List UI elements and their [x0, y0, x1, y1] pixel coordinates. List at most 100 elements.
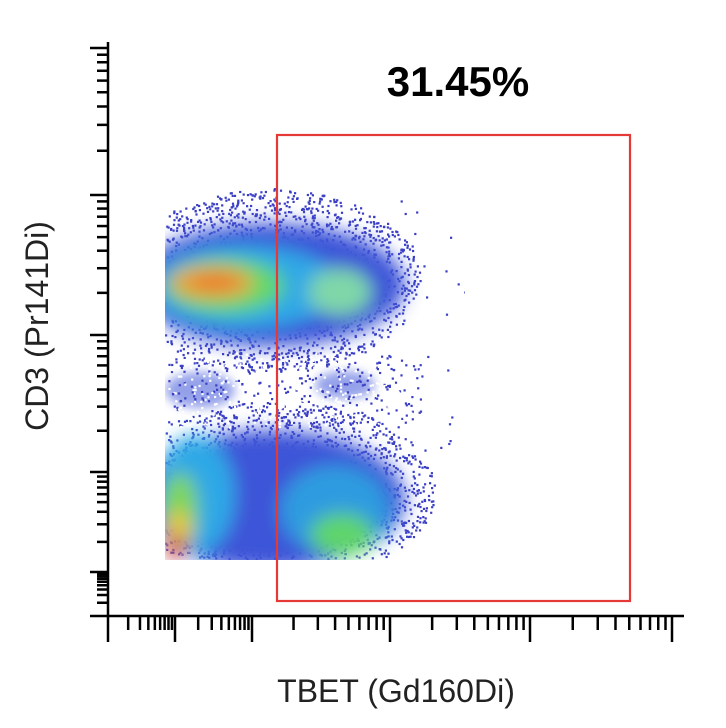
event-dot [213, 223, 216, 226]
event-dot [432, 500, 435, 503]
event-dot [268, 347, 271, 350]
event-dot [353, 430, 356, 433]
event-dot [351, 231, 354, 234]
event-dot [341, 367, 344, 370]
event-dot [189, 424, 192, 427]
event-dot [280, 221, 283, 224]
event-dot [264, 215, 267, 218]
event-dot [290, 355, 293, 358]
event-dot [358, 434, 361, 437]
event-dot [404, 243, 407, 246]
event-dot [421, 423, 424, 426]
event-dot [350, 396, 353, 399]
event-dot [410, 484, 413, 487]
event-dot [224, 365, 227, 368]
event-dot [370, 402, 373, 405]
event-dot [210, 429, 213, 433]
event-dot [394, 381, 398, 384]
event-dot [395, 540, 398, 543]
event-dot [306, 193, 309, 197]
event-dot [176, 227, 179, 230]
event-dot [417, 283, 420, 286]
event-dot [231, 202, 235, 205]
y-axis-label: CD3 (Pr141Di) [19, 221, 55, 431]
event-dot [183, 226, 186, 229]
event-dot [196, 204, 199, 207]
event-dot [321, 390, 324, 393]
event-dot [179, 424, 182, 427]
event-dot [391, 438, 394, 441]
event-dot [377, 422, 380, 426]
event-dot [229, 420, 232, 423]
event-dot [273, 212, 276, 215]
event-dot [272, 357, 275, 361]
event-dot [310, 192, 313, 195]
event-dot [272, 204, 275, 207]
event-dot [428, 499, 431, 502]
event-dot [402, 323, 405, 326]
event-dot [250, 204, 253, 208]
event-dot [349, 381, 352, 384]
event-dot [403, 524, 406, 527]
event-dot [233, 405, 237, 409]
event-dot [404, 402, 407, 405]
event-dot [337, 424, 340, 428]
event-dot [269, 392, 272, 395]
event-dot [259, 421, 263, 424]
event-dot [255, 419, 258, 422]
event-dot [296, 353, 299, 356]
event-dot [348, 438, 351, 441]
event-dot [399, 470, 402, 473]
event-dot [226, 367, 229, 370]
event-dot [285, 425, 288, 428]
event-dot [278, 202, 281, 205]
event-dot [316, 222, 319, 225]
event-dot [223, 422, 227, 425]
event-dot [191, 378, 194, 381]
event-dot [176, 329, 179, 332]
event-dot [194, 210, 197, 213]
event-dot [197, 364, 201, 367]
event-dot [378, 374, 381, 377]
event-dot [417, 504, 420, 507]
event-dot [306, 369, 310, 372]
event-dot [334, 399, 337, 402]
event-dot [340, 390, 343, 393]
event-dot [315, 390, 319, 393]
outlier-dot [445, 270, 448, 273]
event-dot [408, 248, 412, 251]
event-dot [194, 401, 197, 404]
gate-rectangle[interactable] [275, 133, 632, 603]
event-dot [252, 419, 255, 422]
event-dot [225, 369, 229, 373]
event-dot [377, 382, 380, 386]
event-dot [294, 416, 297, 419]
event-dot [218, 425, 221, 428]
event-dot [257, 392, 260, 395]
event-dot [378, 328, 381, 331]
event-dot [217, 359, 220, 362]
event-dot [417, 420, 420, 424]
event-dot [419, 369, 422, 372]
event-dot [210, 346, 213, 349]
event-dot [288, 349, 291, 352]
event-dot [420, 510, 423, 513]
event-dot [207, 396, 210, 399]
event-dot [221, 204, 224, 207]
event-dot [336, 216, 339, 219]
event-dot [321, 194, 324, 197]
event-dot [201, 359, 204, 362]
event-dot [357, 345, 360, 348]
outlier-dot [380, 453, 383, 456]
event-dot [210, 220, 213, 223]
event-dot [358, 237, 361, 240]
event-dot [419, 505, 422, 509]
event-dot [365, 552, 368, 555]
event-dot [243, 212, 246, 215]
event-dot [242, 361, 246, 365]
event-dot [312, 413, 315, 416]
event-dot [359, 393, 362, 396]
event-dot [369, 234, 373, 237]
event-dot [386, 421, 390, 424]
event-dot [264, 190, 267, 194]
